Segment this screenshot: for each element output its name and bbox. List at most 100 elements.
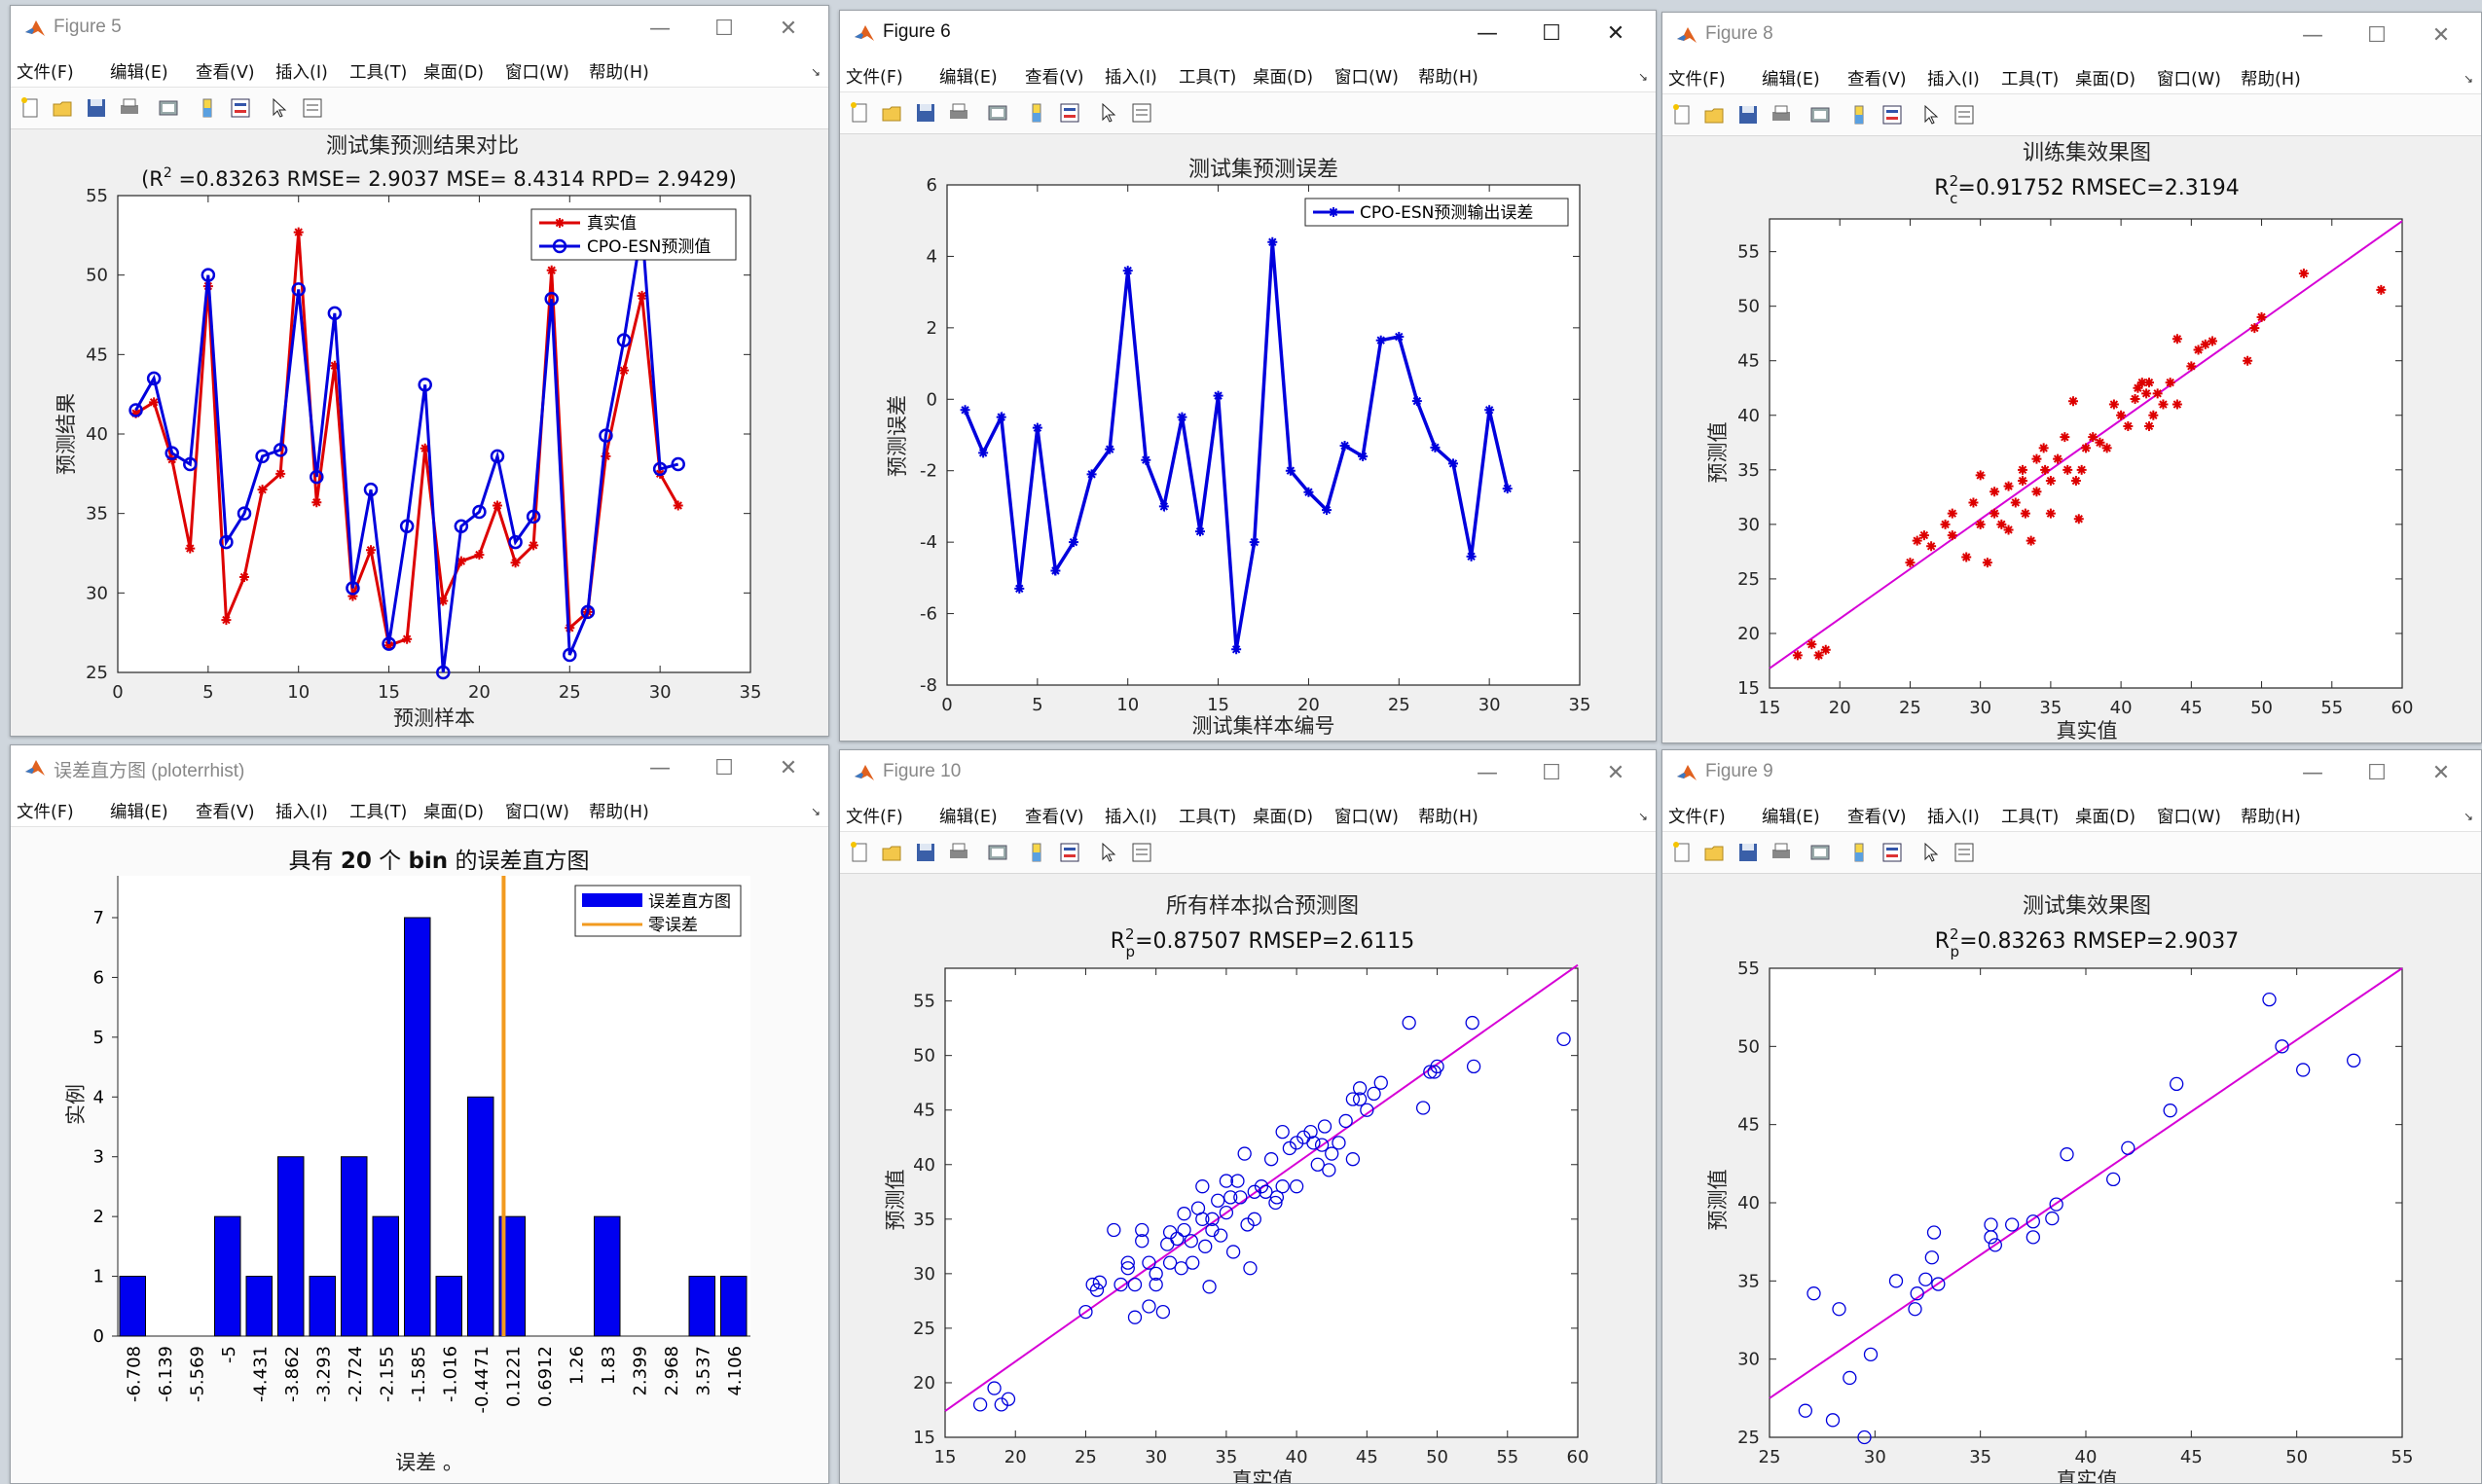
open-file-icon[interactable] — [881, 101, 904, 125]
menu-item-1[interactable]: 编辑(E) — [939, 808, 998, 827]
menu-item-4[interactable]: 工具(T) — [2001, 808, 2060, 827]
close-button[interactable]: ✕ — [2431, 760, 2451, 785]
menu-item-5[interactable]: 桌面(D) — [1253, 68, 1314, 88]
menu-item-7[interactable]: 帮助(H) — [589, 63, 649, 83]
close-button[interactable]: ✕ — [1606, 760, 1625, 785]
menu-item-6[interactable]: 窗口(W) — [505, 63, 569, 83]
insert-legend-icon[interactable] — [1880, 103, 1904, 127]
menu-item-6[interactable]: 窗口(W) — [505, 803, 569, 822]
minimize-button[interactable]: — — [649, 16, 671, 41]
menu-item-5[interactable]: 桌面(D) — [2075, 70, 2136, 90]
edit-plot-icon[interactable] — [268, 96, 291, 120]
property-inspector-icon[interactable] — [1953, 841, 1976, 864]
menu-item-5[interactable]: 桌面(D) — [423, 803, 485, 822]
insert-legend-icon[interactable] — [1058, 841, 1081, 864]
edit-plot-icon[interactable] — [1097, 841, 1120, 864]
minimize-button[interactable]: — — [1477, 760, 1498, 785]
insert-colorbar-icon[interactable] — [1847, 841, 1871, 864]
menu-item-5[interactable]: 桌面(D) — [423, 63, 485, 83]
edit-plot-icon[interactable] — [1919, 841, 1943, 864]
print-icon[interactable] — [118, 96, 141, 120]
menu-item-2[interactable]: 查看(V) — [1025, 808, 1084, 827]
minimize-button[interactable]: — — [1477, 20, 1498, 46]
open-file-icon[interactable] — [1703, 103, 1727, 127]
menu-item-2[interactable]: 查看(V) — [1847, 70, 1907, 90]
menu-item-6[interactable]: 窗口(W) — [1334, 68, 1399, 88]
window-figure-8[interactable]: Figure 8 — ☐ ✕ 文件(F) 编辑(E) 查看(V) 插入(I) 工具(T)… — [1661, 12, 2482, 743]
menu-item-3[interactable]: 插入(I) — [1927, 808, 1980, 827]
menu-item-5[interactable]: 桌面(D) — [2075, 808, 2136, 827]
close-button[interactable]: ✕ — [1606, 20, 1625, 46]
menu-item-2[interactable]: 查看(V) — [1025, 68, 1084, 88]
insert-legend-icon[interactable] — [229, 96, 252, 120]
menu-item-0[interactable]: 文件(F) — [17, 63, 74, 83]
insert-colorbar-icon[interactable] — [196, 96, 219, 120]
menu-overflow-icon[interactable]: ↘ — [810, 805, 821, 818]
open-file-icon[interactable] — [52, 96, 75, 120]
insert-legend-icon[interactable] — [1880, 841, 1904, 864]
menu-item-4[interactable]: 工具(T) — [2001, 70, 2060, 90]
save-icon[interactable] — [914, 101, 937, 125]
menu-item-7[interactable]: 帮助(H) — [589, 803, 649, 822]
menu-item-0[interactable]: 文件(F) — [846, 68, 903, 88]
save-icon[interactable] — [1736, 841, 1760, 864]
open-file-icon[interactable] — [1703, 841, 1727, 864]
title-bar[interactable]: Figure 8 — ☐ ✕ — [1662, 13, 2481, 58]
maximize-button[interactable]: ☐ — [2367, 22, 2387, 48]
print-icon[interactable] — [947, 101, 970, 125]
print-preview-icon[interactable] — [986, 841, 1009, 864]
menu-item-6[interactable]: 窗口(W) — [1334, 808, 1399, 827]
close-button[interactable]: ✕ — [779, 16, 798, 41]
menu-overflow-icon[interactable]: ↘ — [1637, 810, 1648, 823]
property-inspector-icon[interactable] — [301, 96, 324, 120]
menu-item-0[interactable]: 文件(F) — [1668, 808, 1726, 827]
menu-item-1[interactable]: 编辑(E) — [110, 63, 168, 83]
property-inspector-icon[interactable] — [1130, 101, 1153, 125]
maximize-button[interactable]: ☐ — [2367, 760, 2387, 785]
maximize-button[interactable]: ☐ — [1542, 760, 1561, 785]
title-bar[interactable]: Figure 10 — ☐ ✕ — [840, 750, 1656, 796]
title-bar[interactable]: Figure 9 — ☐ ✕ — [1662, 750, 2481, 796]
edit-plot-icon[interactable] — [1919, 103, 1943, 127]
menu-item-2[interactable]: 查看(V) — [196, 803, 255, 822]
property-inspector-icon[interactable] — [1953, 103, 1976, 127]
minimize-button[interactable]: — — [2302, 22, 2323, 48]
insert-colorbar-icon[interactable] — [1025, 841, 1048, 864]
window-figure-5[interactable]: Figure 5 — ☐ ✕ 文件(F) 编辑(E) 查看(V) 插入(I) 工具(T)… — [10, 5, 829, 737]
maximize-button[interactable]: ☐ — [714, 16, 734, 41]
menu-overflow-icon[interactable]: ↘ — [1637, 70, 1648, 84]
print-icon[interactable] — [1770, 103, 1793, 127]
print-icon[interactable] — [1770, 841, 1793, 864]
new-figure-icon[interactable] — [848, 841, 871, 864]
new-figure-icon[interactable] — [18, 96, 42, 120]
insert-colorbar-icon[interactable] — [1847, 103, 1871, 127]
edit-plot-icon[interactable] — [1097, 101, 1120, 125]
window-figure-6[interactable]: Figure 6 — ☐ ✕ 文件(F) 编辑(E) 查看(V) 插入(I) 工具(T)… — [839, 10, 1657, 742]
menu-item-4[interactable]: 工具(T) — [1179, 808, 1237, 827]
menu-overflow-icon[interactable]: ↘ — [810, 65, 821, 79]
new-figure-icon[interactable] — [1670, 841, 1694, 864]
window-figure-10[interactable]: Figure 10 — ☐ ✕ 文件(F) 编辑(E) 查看(V) 插入(I) 工具(T… — [839, 749, 1657, 1484]
menu-item-1[interactable]: 编辑(E) — [110, 803, 168, 822]
menu-item-1[interactable]: 编辑(E) — [939, 68, 998, 88]
save-icon[interactable] — [914, 841, 937, 864]
menu-item-5[interactable]: 桌面(D) — [1253, 808, 1314, 827]
menu-item-7[interactable]: 帮助(H) — [2241, 70, 2301, 90]
menu-item-4[interactable]: 工具(T) — [1179, 68, 1237, 88]
menu-item-0[interactable]: 文件(F) — [17, 803, 74, 822]
print-preview-icon[interactable] — [157, 96, 180, 120]
menu-overflow-icon[interactable]: ↘ — [2463, 810, 2473, 823]
menu-item-6[interactable]: 窗口(W) — [2157, 808, 2221, 827]
menu-item-7[interactable]: 帮助(H) — [2241, 808, 2301, 827]
menu-item-3[interactable]: 插入(I) — [275, 803, 328, 822]
menu-item-6[interactable]: 窗口(W) — [2157, 70, 2221, 90]
menu-item-0[interactable]: 文件(F) — [1668, 70, 1726, 90]
close-button[interactable]: ✕ — [2431, 22, 2451, 48]
close-button[interactable]: ✕ — [779, 755, 798, 780]
menu-item-1[interactable]: 编辑(E) — [1762, 808, 1820, 827]
menu-item-4[interactable]: 工具(T) — [349, 63, 408, 83]
minimize-button[interactable]: — — [649, 755, 671, 780]
menu-item-7[interactable]: 帮助(H) — [1418, 68, 1478, 88]
save-icon[interactable] — [85, 96, 108, 120]
insert-colorbar-icon[interactable] — [1025, 101, 1048, 125]
